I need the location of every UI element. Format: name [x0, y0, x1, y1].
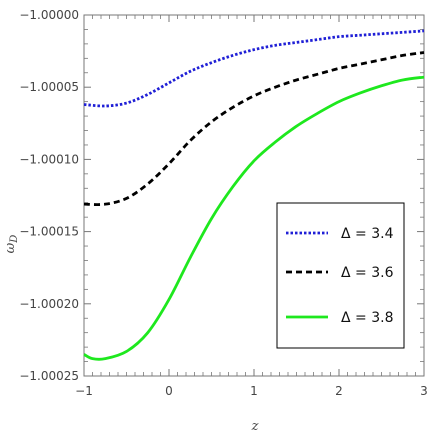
- legend: Δ = 3.4 Δ = 3.6 Δ = 3.8: [276, 202, 405, 349]
- x-tick-label: 2: [335, 384, 343, 398]
- x-axis-label: z: [251, 419, 259, 434]
- x-tick-label: 0: [165, 384, 173, 398]
- y-axis-label-main: ω: [3, 242, 18, 253]
- series-layer: [83, 29, 425, 361]
- y-axis-label-subscript: D: [9, 235, 20, 244]
- y-tick-label: −1.00010: [19, 152, 79, 166]
- legend-box: [276, 202, 405, 349]
- y-tick-label: −1.00025: [19, 369, 79, 383]
- series-line-2: [83, 51, 425, 206]
- series-line-3: [83, 75, 425, 361]
- x-tick-label: 1: [250, 384, 258, 398]
- legend-label-2: Δ = 3.6: [341, 265, 394, 281]
- x-tick-label: 3: [420, 384, 428, 398]
- series-line-1: [83, 29, 425, 108]
- x-tick-label: −1: [75, 384, 93, 398]
- legend-label-3: Δ = 3.8: [341, 310, 393, 326]
- y-axis-label: ωD: [3, 235, 20, 254]
- y-tick-label: −1.00020: [19, 297, 79, 311]
- y-tick-label: −1.00000: [19, 8, 79, 22]
- y-tick-label: −1.00015: [19, 225, 79, 239]
- axis-ticks: −1 0 1 2 3 −1.00000 −1.00005 −1.00010 −1.00015 −1…: [19, 8, 428, 398]
- y-tick-label: −1.00005: [19, 80, 79, 94]
- legend-label-1: Δ = 3.4: [341, 226, 394, 242]
